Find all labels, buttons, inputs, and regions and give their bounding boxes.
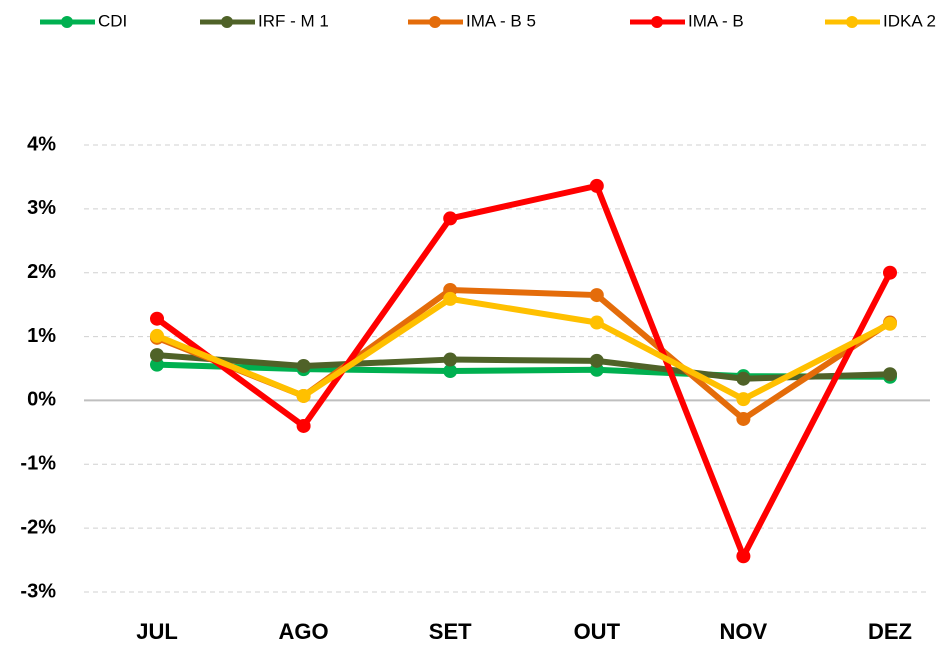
data-point — [150, 311, 164, 326]
x-tick-label: SET — [429, 619, 472, 644]
data-point — [150, 357, 164, 372]
data-point — [736, 392, 751, 407]
series-line — [155, 182, 893, 560]
data-point — [883, 316, 897, 331]
data-point — [443, 352, 458, 367]
y-tick-label: 0% — [27, 389, 56, 411]
legend-marker — [61, 16, 73, 28]
series-line — [155, 295, 892, 403]
data-point — [883, 367, 897, 382]
data-point — [589, 288, 604, 303]
data-point — [150, 328, 164, 343]
legend-label: CDI — [98, 11, 127, 30]
legend-label: IMA - B 5 — [466, 11, 536, 30]
legend-label: IRF - M 1 — [258, 11, 329, 30]
y-tick-label: -3% — [20, 580, 56, 602]
data-point — [736, 411, 751, 426]
y-tick-label: 2% — [27, 261, 56, 283]
x-tick-label: DEZ — [868, 619, 912, 644]
data-point — [296, 388, 311, 403]
x-tick-label: NOV — [720, 619, 768, 644]
legend-marker — [651, 16, 663, 28]
x-tick-label: OUT — [574, 619, 621, 644]
data-point — [150, 348, 164, 363]
data-point — [883, 265, 897, 280]
legend-label: IMA - B — [688, 11, 744, 30]
y-tick-label: 1% — [27, 325, 56, 347]
data-point — [443, 291, 458, 306]
data-point — [296, 358, 311, 373]
data-point — [443, 211, 458, 226]
data-point — [443, 364, 458, 379]
data-point — [589, 353, 604, 368]
data-point — [296, 418, 311, 433]
y-tick-label: -2% — [20, 516, 56, 538]
data-point — [589, 315, 604, 330]
series-line — [156, 352, 891, 382]
legend-marker — [429, 16, 441, 28]
legend-label: IDKA 2 — [883, 11, 936, 30]
y-tick-label: 3% — [27, 197, 56, 219]
legend-marker — [846, 16, 858, 28]
data-point — [589, 178, 604, 193]
y-tick-label: -1% — [20, 453, 56, 475]
x-tick-label: JUL — [136, 619, 178, 644]
x-tick-label: AGO — [279, 619, 329, 644]
y-tick-label: 4% — [27, 133, 56, 155]
legend-marker — [221, 16, 233, 28]
data-point — [736, 549, 751, 564]
data-point — [736, 371, 751, 386]
